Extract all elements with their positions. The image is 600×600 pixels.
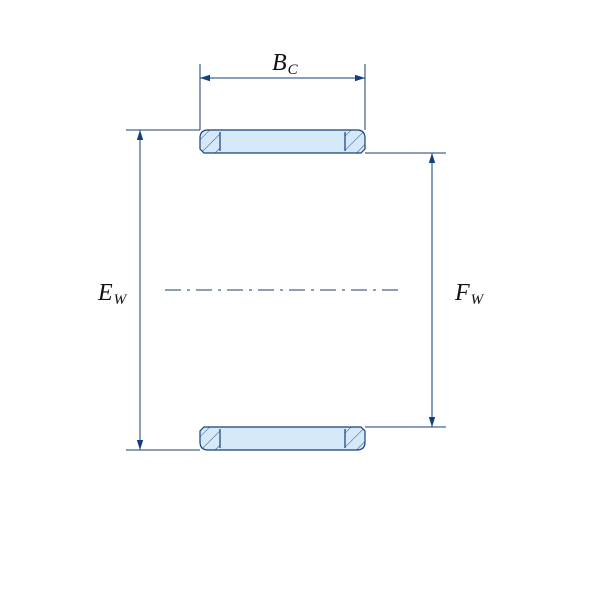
bearing-bottom-section xyxy=(200,427,365,450)
bearing-top-section xyxy=(200,130,365,153)
